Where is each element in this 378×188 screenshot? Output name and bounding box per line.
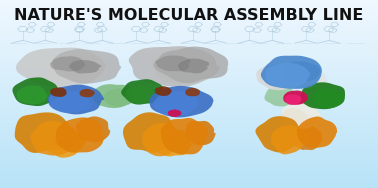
Polygon shape <box>153 47 228 83</box>
Polygon shape <box>283 91 308 105</box>
Polygon shape <box>15 112 73 153</box>
Polygon shape <box>265 63 310 88</box>
Polygon shape <box>185 121 215 145</box>
Polygon shape <box>121 79 163 105</box>
Polygon shape <box>291 70 327 90</box>
Polygon shape <box>123 112 173 153</box>
Polygon shape <box>256 116 302 152</box>
Polygon shape <box>12 77 59 106</box>
Polygon shape <box>80 89 95 97</box>
Polygon shape <box>256 64 298 90</box>
Polygon shape <box>301 82 345 109</box>
Polygon shape <box>282 61 320 81</box>
Polygon shape <box>155 86 172 96</box>
Polygon shape <box>16 48 105 87</box>
Polygon shape <box>142 123 182 156</box>
Polygon shape <box>282 103 321 129</box>
Polygon shape <box>271 125 310 154</box>
Polygon shape <box>50 56 85 71</box>
Polygon shape <box>261 56 322 89</box>
Polygon shape <box>92 84 133 108</box>
Polygon shape <box>56 117 104 153</box>
Polygon shape <box>48 85 104 114</box>
Polygon shape <box>313 88 345 108</box>
Polygon shape <box>150 86 214 118</box>
Polygon shape <box>297 117 337 148</box>
Polygon shape <box>50 87 67 97</box>
Text: NATURE'S MOLECULAR ASSEMBLY LINE: NATURE'S MOLECULAR ASSEMBLY LINE <box>14 8 364 24</box>
Polygon shape <box>69 60 102 74</box>
Polygon shape <box>125 86 153 103</box>
Polygon shape <box>104 88 135 107</box>
Polygon shape <box>285 94 301 105</box>
Polygon shape <box>152 130 192 156</box>
Polygon shape <box>52 49 121 84</box>
Polygon shape <box>265 86 296 106</box>
Polygon shape <box>46 128 85 158</box>
Polygon shape <box>154 52 211 83</box>
Polygon shape <box>47 55 101 82</box>
Polygon shape <box>185 88 200 96</box>
Polygon shape <box>279 108 308 129</box>
Polygon shape <box>178 59 209 73</box>
Polygon shape <box>76 116 110 142</box>
Polygon shape <box>153 91 198 116</box>
Polygon shape <box>31 121 77 155</box>
Polygon shape <box>291 124 322 150</box>
Polygon shape <box>129 46 220 87</box>
Polygon shape <box>17 86 48 104</box>
Polygon shape <box>161 118 208 154</box>
Polygon shape <box>155 55 191 71</box>
Polygon shape <box>168 109 182 117</box>
Polygon shape <box>49 91 93 113</box>
